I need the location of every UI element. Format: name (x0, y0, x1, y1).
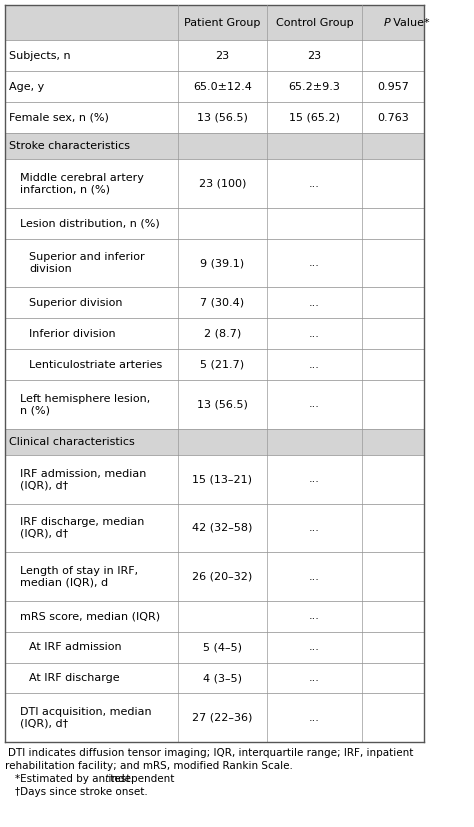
Text: ...: ... (309, 179, 320, 189)
Text: 13 (56.5): 13 (56.5) (197, 112, 248, 122)
Bar (5, 239, 425, 288)
Text: IRF discharge, median
(IQR), d†: IRF discharge, median (IQR), d† (20, 517, 144, 538)
Text: At IRF admission: At IRF admission (29, 642, 122, 653)
Text: 42 (32–58): 42 (32–58) (192, 523, 253, 533)
Text: ...: ... (309, 642, 320, 653)
Text: Lesion distribution, n (%): Lesion distribution, n (%) (20, 218, 160, 228)
Text: ...: ... (309, 360, 320, 370)
Text: Age, y: Age, y (9, 82, 44, 92)
Text: test.: test. (107, 774, 134, 784)
Text: DTI indicates diffusion tensor imaging; IQR, interquartile range; IRF, inpatient: DTI indicates diffusion tensor imaging; … (8, 748, 413, 758)
Text: ...: ... (309, 611, 320, 621)
Text: Patient Group: Patient Group (184, 17, 261, 27)
Bar (5, 428, 425, 455)
Text: ...: ... (309, 298, 320, 308)
Bar (5, 71, 425, 102)
Bar (5, 455, 425, 504)
Text: 65.0±12.4: 65.0±12.4 (193, 82, 252, 92)
Text: ...: ... (309, 329, 320, 339)
Text: Superior and inferior
division: Superior and inferior division (29, 252, 145, 274)
Text: Control Group: Control Group (276, 17, 354, 27)
Text: Lenticulostriate arteries: Lenticulostriate arteries (29, 360, 162, 370)
Bar (5, 318, 425, 349)
Text: 26 (20–32): 26 (20–32) (192, 571, 253, 581)
Text: ...: ... (309, 523, 320, 533)
Text: DTI acquisition, median
(IQR), d†: DTI acquisition, median (IQR), d† (20, 707, 152, 729)
Bar (5, 41, 425, 71)
Bar (5, 504, 425, 552)
Text: 0.763: 0.763 (378, 112, 410, 122)
Bar (5, 662, 425, 694)
Text: 23 (100): 23 (100) (199, 179, 246, 189)
Text: 13 (56.5): 13 (56.5) (197, 399, 248, 409)
Bar (5, 288, 425, 318)
Bar (5, 552, 425, 600)
Text: 5 (21.7): 5 (21.7) (201, 360, 245, 370)
Bar (5, 632, 425, 662)
Bar (5, 102, 425, 133)
Text: Inferior division: Inferior division (29, 329, 116, 339)
Text: Stroke characteristics: Stroke characteristics (9, 141, 130, 151)
Text: ...: ... (309, 571, 320, 581)
Text: t: t (104, 774, 108, 784)
Text: 23: 23 (215, 50, 229, 60)
Text: 23: 23 (308, 50, 322, 60)
Text: ...: ... (309, 399, 320, 409)
Text: Value*: Value* (391, 17, 429, 27)
Text: Length of stay in IRF,
median (IQR), d: Length of stay in IRF, median (IQR), d (20, 566, 138, 587)
Bar (5, 349, 425, 380)
Bar (5, 694, 425, 742)
Text: rehabilitation facility; and mRS, modified Rankin Scale.: rehabilitation facility; and mRS, modifi… (5, 761, 292, 771)
Bar (5, 600, 425, 632)
Text: 2 (8.7): 2 (8.7) (204, 329, 241, 339)
Text: 4 (3–5): 4 (3–5) (203, 673, 242, 683)
Text: At IRF discharge: At IRF discharge (29, 673, 119, 683)
Text: P: P (384, 17, 391, 27)
Bar (5, 133, 425, 160)
Text: Female sex, n (%): Female sex, n (%) (9, 112, 109, 122)
Bar (5, 380, 425, 428)
Text: 9 (39.1): 9 (39.1) (201, 258, 245, 268)
Bar (5, 5, 425, 41)
Text: 0.957: 0.957 (377, 82, 410, 92)
Text: mRS score, median (IQR): mRS score, median (IQR) (20, 611, 160, 621)
Text: 5 (4–5): 5 (4–5) (203, 642, 242, 653)
Text: †Days since stroke onset.: †Days since stroke onset. (15, 787, 148, 797)
Text: ...: ... (309, 673, 320, 683)
Text: Left hemisphere lesion,
n (%): Left hemisphere lesion, n (%) (20, 394, 150, 415)
Text: 27 (22–36): 27 (22–36) (192, 713, 253, 723)
Text: *Estimated by an independent: *Estimated by an independent (15, 774, 178, 784)
Text: 65.2±9.3: 65.2±9.3 (289, 82, 340, 92)
Text: ...: ... (309, 258, 320, 268)
Text: Clinical characteristics: Clinical characteristics (9, 437, 135, 447)
Text: 7 (30.4): 7 (30.4) (201, 298, 245, 308)
Text: ...: ... (309, 713, 320, 723)
Text: IRF admission, median
(IQR), d†: IRF admission, median (IQR), d† (20, 469, 146, 490)
Text: 15 (65.2): 15 (65.2) (289, 112, 340, 122)
Text: Middle cerebral artery
infarction, n (%): Middle cerebral artery infarction, n (%) (20, 173, 144, 194)
Text: ...: ... (309, 475, 320, 485)
Text: Superior division: Superior division (29, 298, 122, 308)
Text: Subjects, n: Subjects, n (9, 50, 71, 60)
Bar (5, 160, 425, 208)
Text: 15 (13–21): 15 (13–21) (192, 475, 253, 485)
Bar (5, 208, 425, 239)
